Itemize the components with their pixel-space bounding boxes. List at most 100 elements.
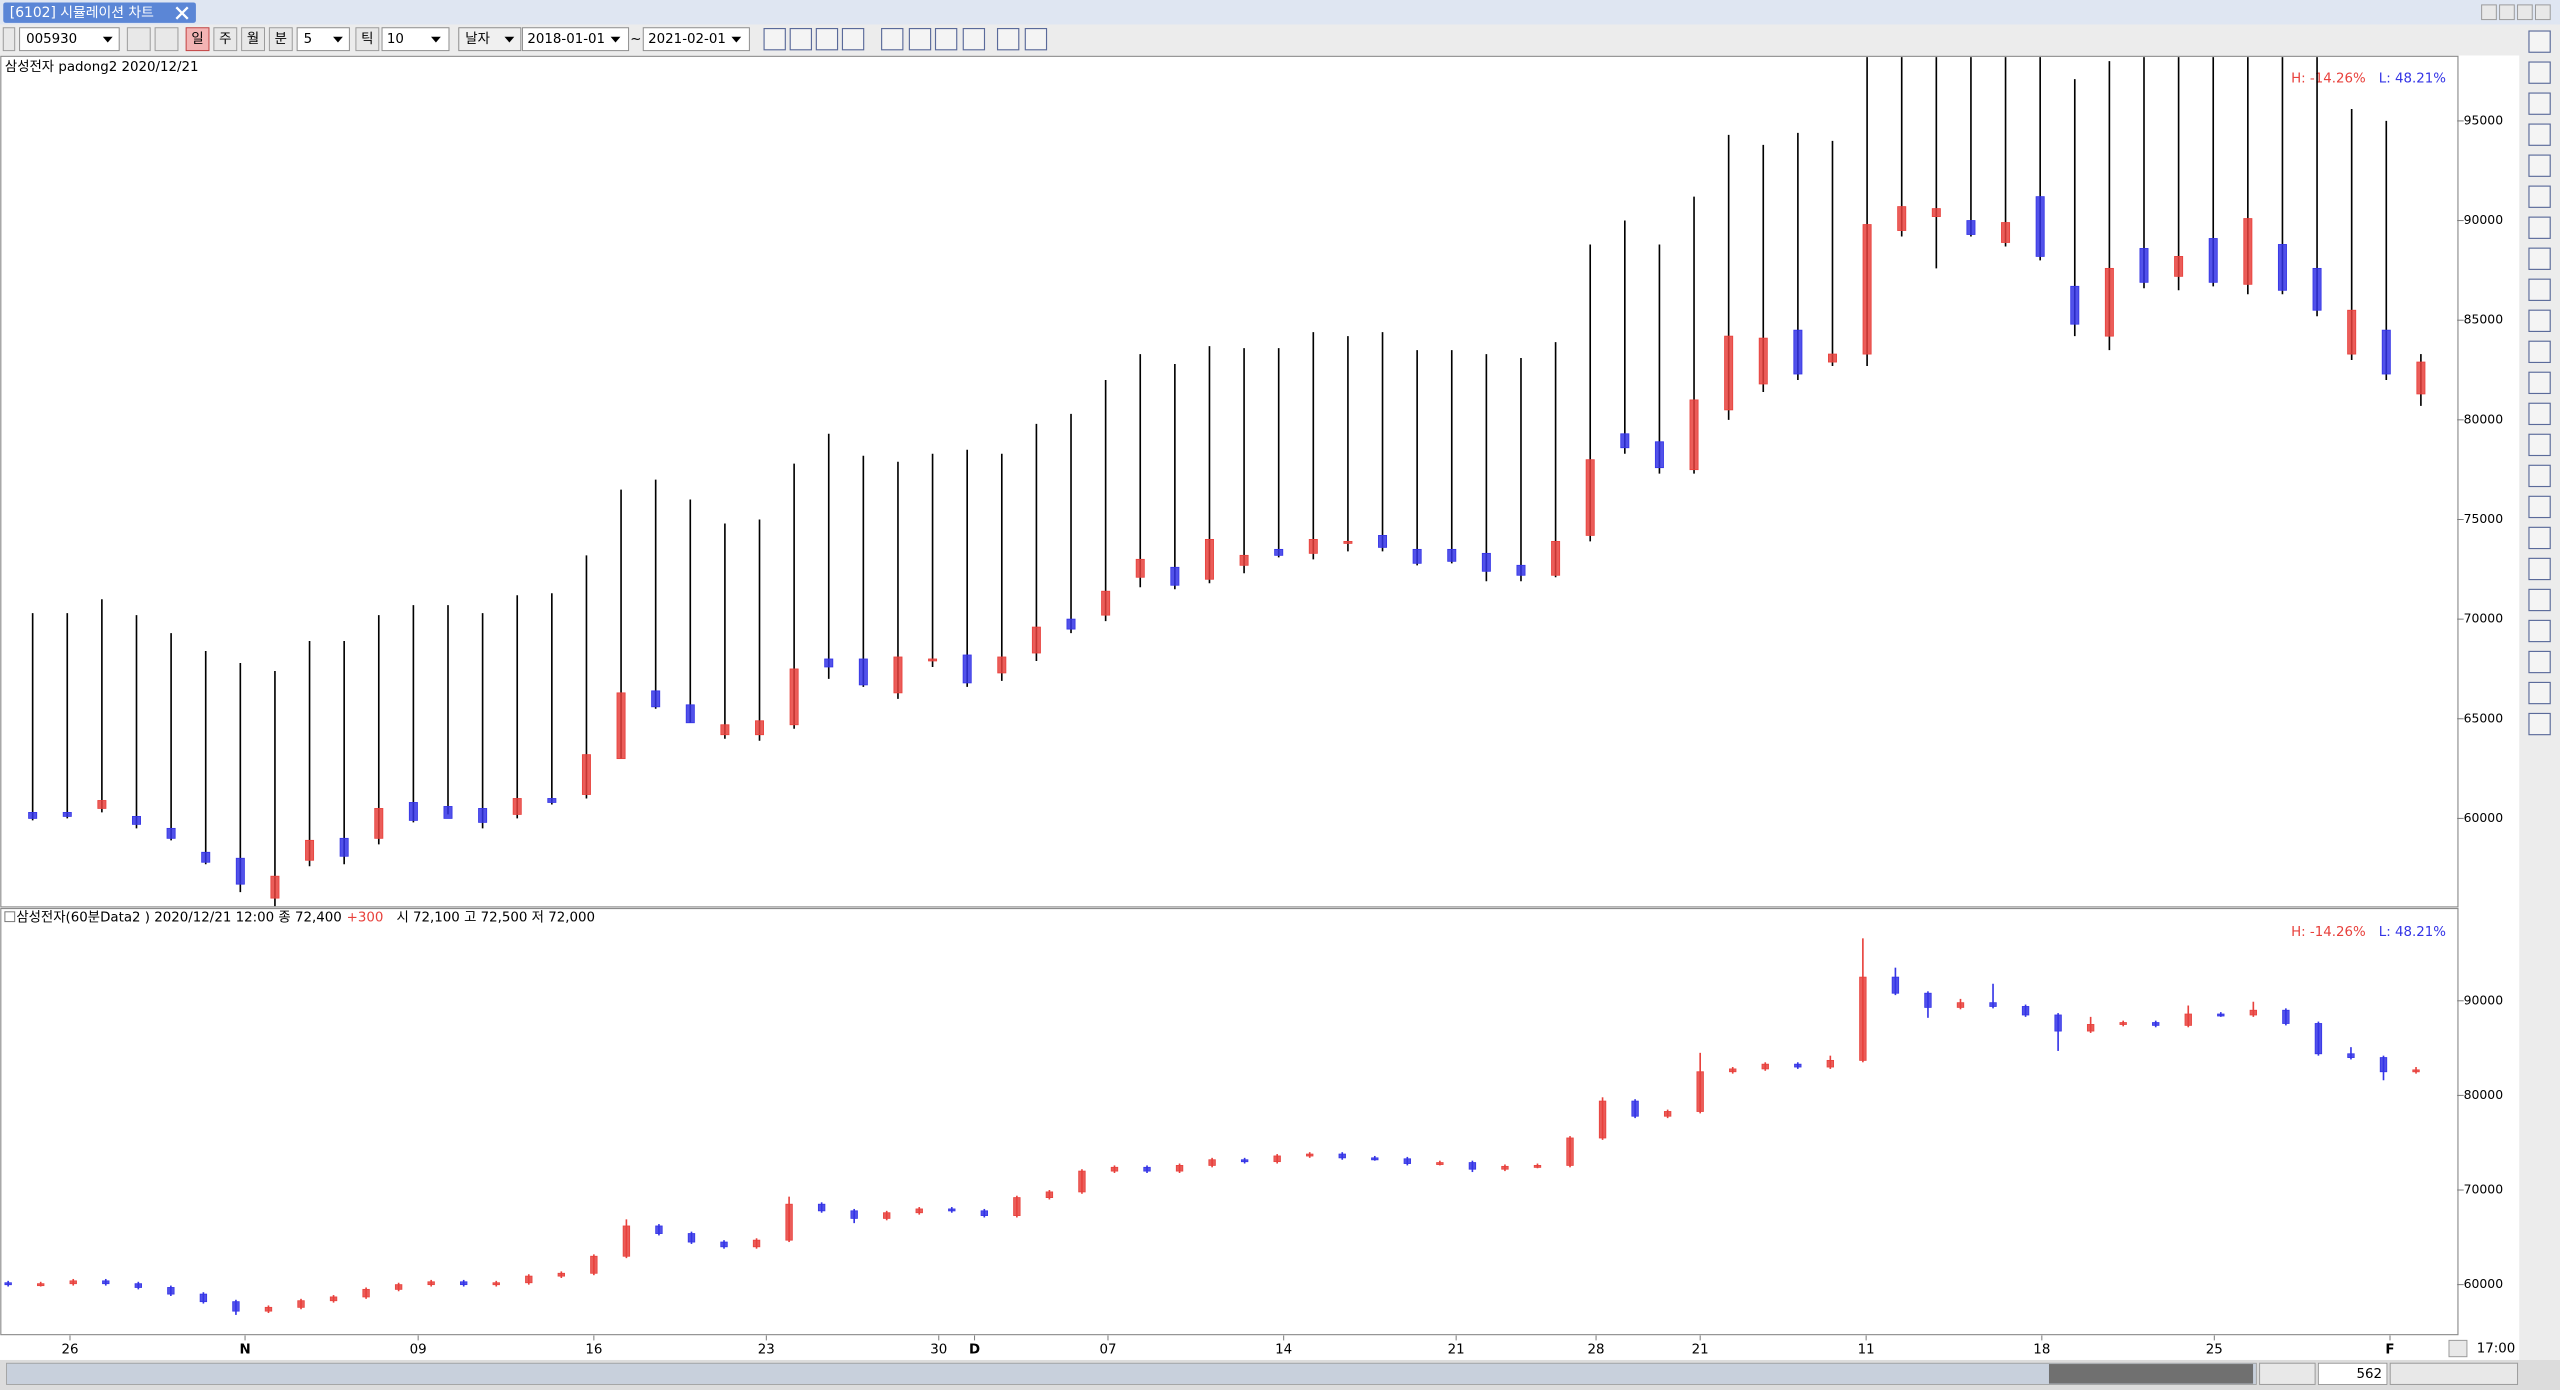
from-date[interactable] bbox=[521, 27, 630, 52]
candle-body bbox=[1966, 220, 1976, 235]
period-day[interactable] bbox=[185, 27, 210, 52]
tool-button[interactable] bbox=[1024, 27, 1048, 51]
side-button[interactable] bbox=[2528, 92, 2551, 115]
side-button[interactable] bbox=[2528, 247, 2551, 270]
period-week[interactable] bbox=[213, 27, 238, 52]
x-tick-label: 30 bbox=[930, 1342, 947, 1357]
scroll-track[interactable] bbox=[6, 1362, 2257, 1385]
y-tick-label: 90000 bbox=[2464, 212, 2504, 227]
side-button[interactable] bbox=[2528, 557, 2551, 581]
side-button[interactable] bbox=[2528, 185, 2551, 208]
candle-body bbox=[928, 658, 938, 662]
x-tick-label: 07 bbox=[1099, 1342, 1116, 1357]
tool-button[interactable] bbox=[763, 27, 786, 51]
candle-body bbox=[2381, 329, 2391, 375]
tool-button[interactable] bbox=[962, 27, 986, 51]
zoom-buttons[interactable] bbox=[2389, 1362, 2519, 1385]
candle-body bbox=[2021, 1006, 2030, 1016]
period-label: 일 bbox=[191, 31, 203, 47]
side-button[interactable] bbox=[2528, 402, 2551, 426]
candle-body bbox=[460, 1281, 468, 1286]
tool-button[interactable] bbox=[815, 27, 839, 51]
side-button[interactable] bbox=[2528, 30, 2551, 53]
period-minute[interactable] bbox=[268, 27, 293, 52]
scroll-buttons[interactable] bbox=[2259, 1362, 2316, 1385]
tool-button[interactable] bbox=[996, 27, 1020, 51]
tab[interactable] bbox=[3, 2, 196, 23]
side-button[interactable] bbox=[2528, 464, 2551, 488]
y-tick-label: 80000 bbox=[2464, 1087, 2504, 1102]
date-type: 날자 bbox=[465, 31, 490, 47]
candle-body bbox=[492, 1282, 500, 1286]
tool-button[interactable] bbox=[881, 27, 904, 51]
candle-body bbox=[2379, 1057, 2388, 1073]
search-button[interactable] bbox=[126, 27, 151, 52]
tool-icons bbox=[763, 27, 1048, 51]
side-button[interactable] bbox=[2528, 433, 2551, 457]
side-button[interactable] bbox=[2528, 309, 2551, 332]
candle-body bbox=[2314, 1023, 2323, 1055]
candle-body bbox=[1585, 459, 1595, 536]
side-button[interactable] bbox=[2528, 61, 2551, 84]
candle-body bbox=[858, 658, 868, 686]
tick-value: 10 bbox=[387, 32, 404, 47]
candle-body bbox=[1989, 1002, 1997, 1007]
help-button[interactable] bbox=[2481, 4, 2497, 21]
zoom-button[interactable] bbox=[2448, 1339, 2468, 1358]
low-stat: L: 48.21% bbox=[2379, 71, 2446, 86]
side-button[interactable] bbox=[2528, 154, 2551, 177]
tick-select[interactable] bbox=[381, 27, 450, 52]
high-stat: H: -14.26% bbox=[2291, 925, 2366, 940]
code-input[interactable] bbox=[19, 27, 120, 52]
side-button[interactable] bbox=[2528, 619, 2551, 643]
candle-body bbox=[1729, 1068, 1737, 1073]
side-button[interactable] bbox=[2528, 712, 2551, 736]
candle-body bbox=[687, 1233, 696, 1243]
date-type-select[interactable] bbox=[458, 27, 522, 52]
candle-body bbox=[270, 875, 280, 899]
side-button[interactable] bbox=[2528, 340, 2551, 364]
period-month[interactable] bbox=[241, 27, 265, 52]
candle-body bbox=[1859, 976, 1867, 1061]
side-button[interactable] bbox=[2528, 681, 2551, 705]
candle-body bbox=[97, 800, 107, 809]
candle-body bbox=[2054, 1014, 2062, 1032]
candle-body bbox=[408, 802, 418, 821]
close-button[interactable] bbox=[2535, 4, 2551, 21]
tab-close[interactable] bbox=[175, 6, 189, 20]
x-tick-label: 14 bbox=[1275, 1342, 1292, 1357]
side-button[interactable] bbox=[2528, 526, 2551, 550]
candle-body bbox=[2139, 248, 2149, 283]
scroll-thumb[interactable] bbox=[2048, 1364, 2254, 1384]
count-box[interactable] bbox=[2317, 1362, 2388, 1385]
side-button[interactable] bbox=[2528, 123, 2551, 146]
to-date[interactable] bbox=[642, 27, 750, 52]
tool-button[interactable] bbox=[934, 27, 958, 51]
find-button[interactable] bbox=[154, 27, 179, 52]
side-button[interactable] bbox=[2528, 216, 2551, 239]
dropdown-arrow bbox=[504, 36, 515, 43]
candle-body bbox=[201, 851, 211, 863]
tool-button[interactable] bbox=[789, 27, 812, 51]
minimize-button[interactable] bbox=[2499, 4, 2515, 21]
candle-body bbox=[655, 1225, 663, 1234]
collapse-box[interactable] bbox=[4, 911, 16, 923]
minute-select[interactable] bbox=[296, 27, 350, 52]
side-button[interactable] bbox=[2528, 588, 2551, 612]
prev-button[interactable] bbox=[2, 27, 16, 52]
tick-button[interactable] bbox=[355, 27, 380, 52]
tick-label: 틱 bbox=[361, 31, 373, 47]
side-button[interactable] bbox=[2528, 371, 2551, 395]
tool-button[interactable] bbox=[841, 27, 865, 51]
side-button[interactable] bbox=[2528, 495, 2551, 519]
tool-button[interactable] bbox=[908, 27, 932, 51]
candle-body bbox=[329, 1296, 338, 1302]
candle-body bbox=[824, 658, 834, 668]
side-button[interactable] bbox=[2528, 278, 2551, 301]
side-button[interactable] bbox=[2528, 650, 2551, 674]
candle-body bbox=[2347, 1053, 2355, 1058]
dropdown-arrow bbox=[102, 36, 113, 43]
window-buttons bbox=[2481, 4, 2551, 21]
restore-button[interactable] bbox=[2517, 4, 2533, 21]
low-stat: L: 48.21% bbox=[2379, 925, 2446, 940]
